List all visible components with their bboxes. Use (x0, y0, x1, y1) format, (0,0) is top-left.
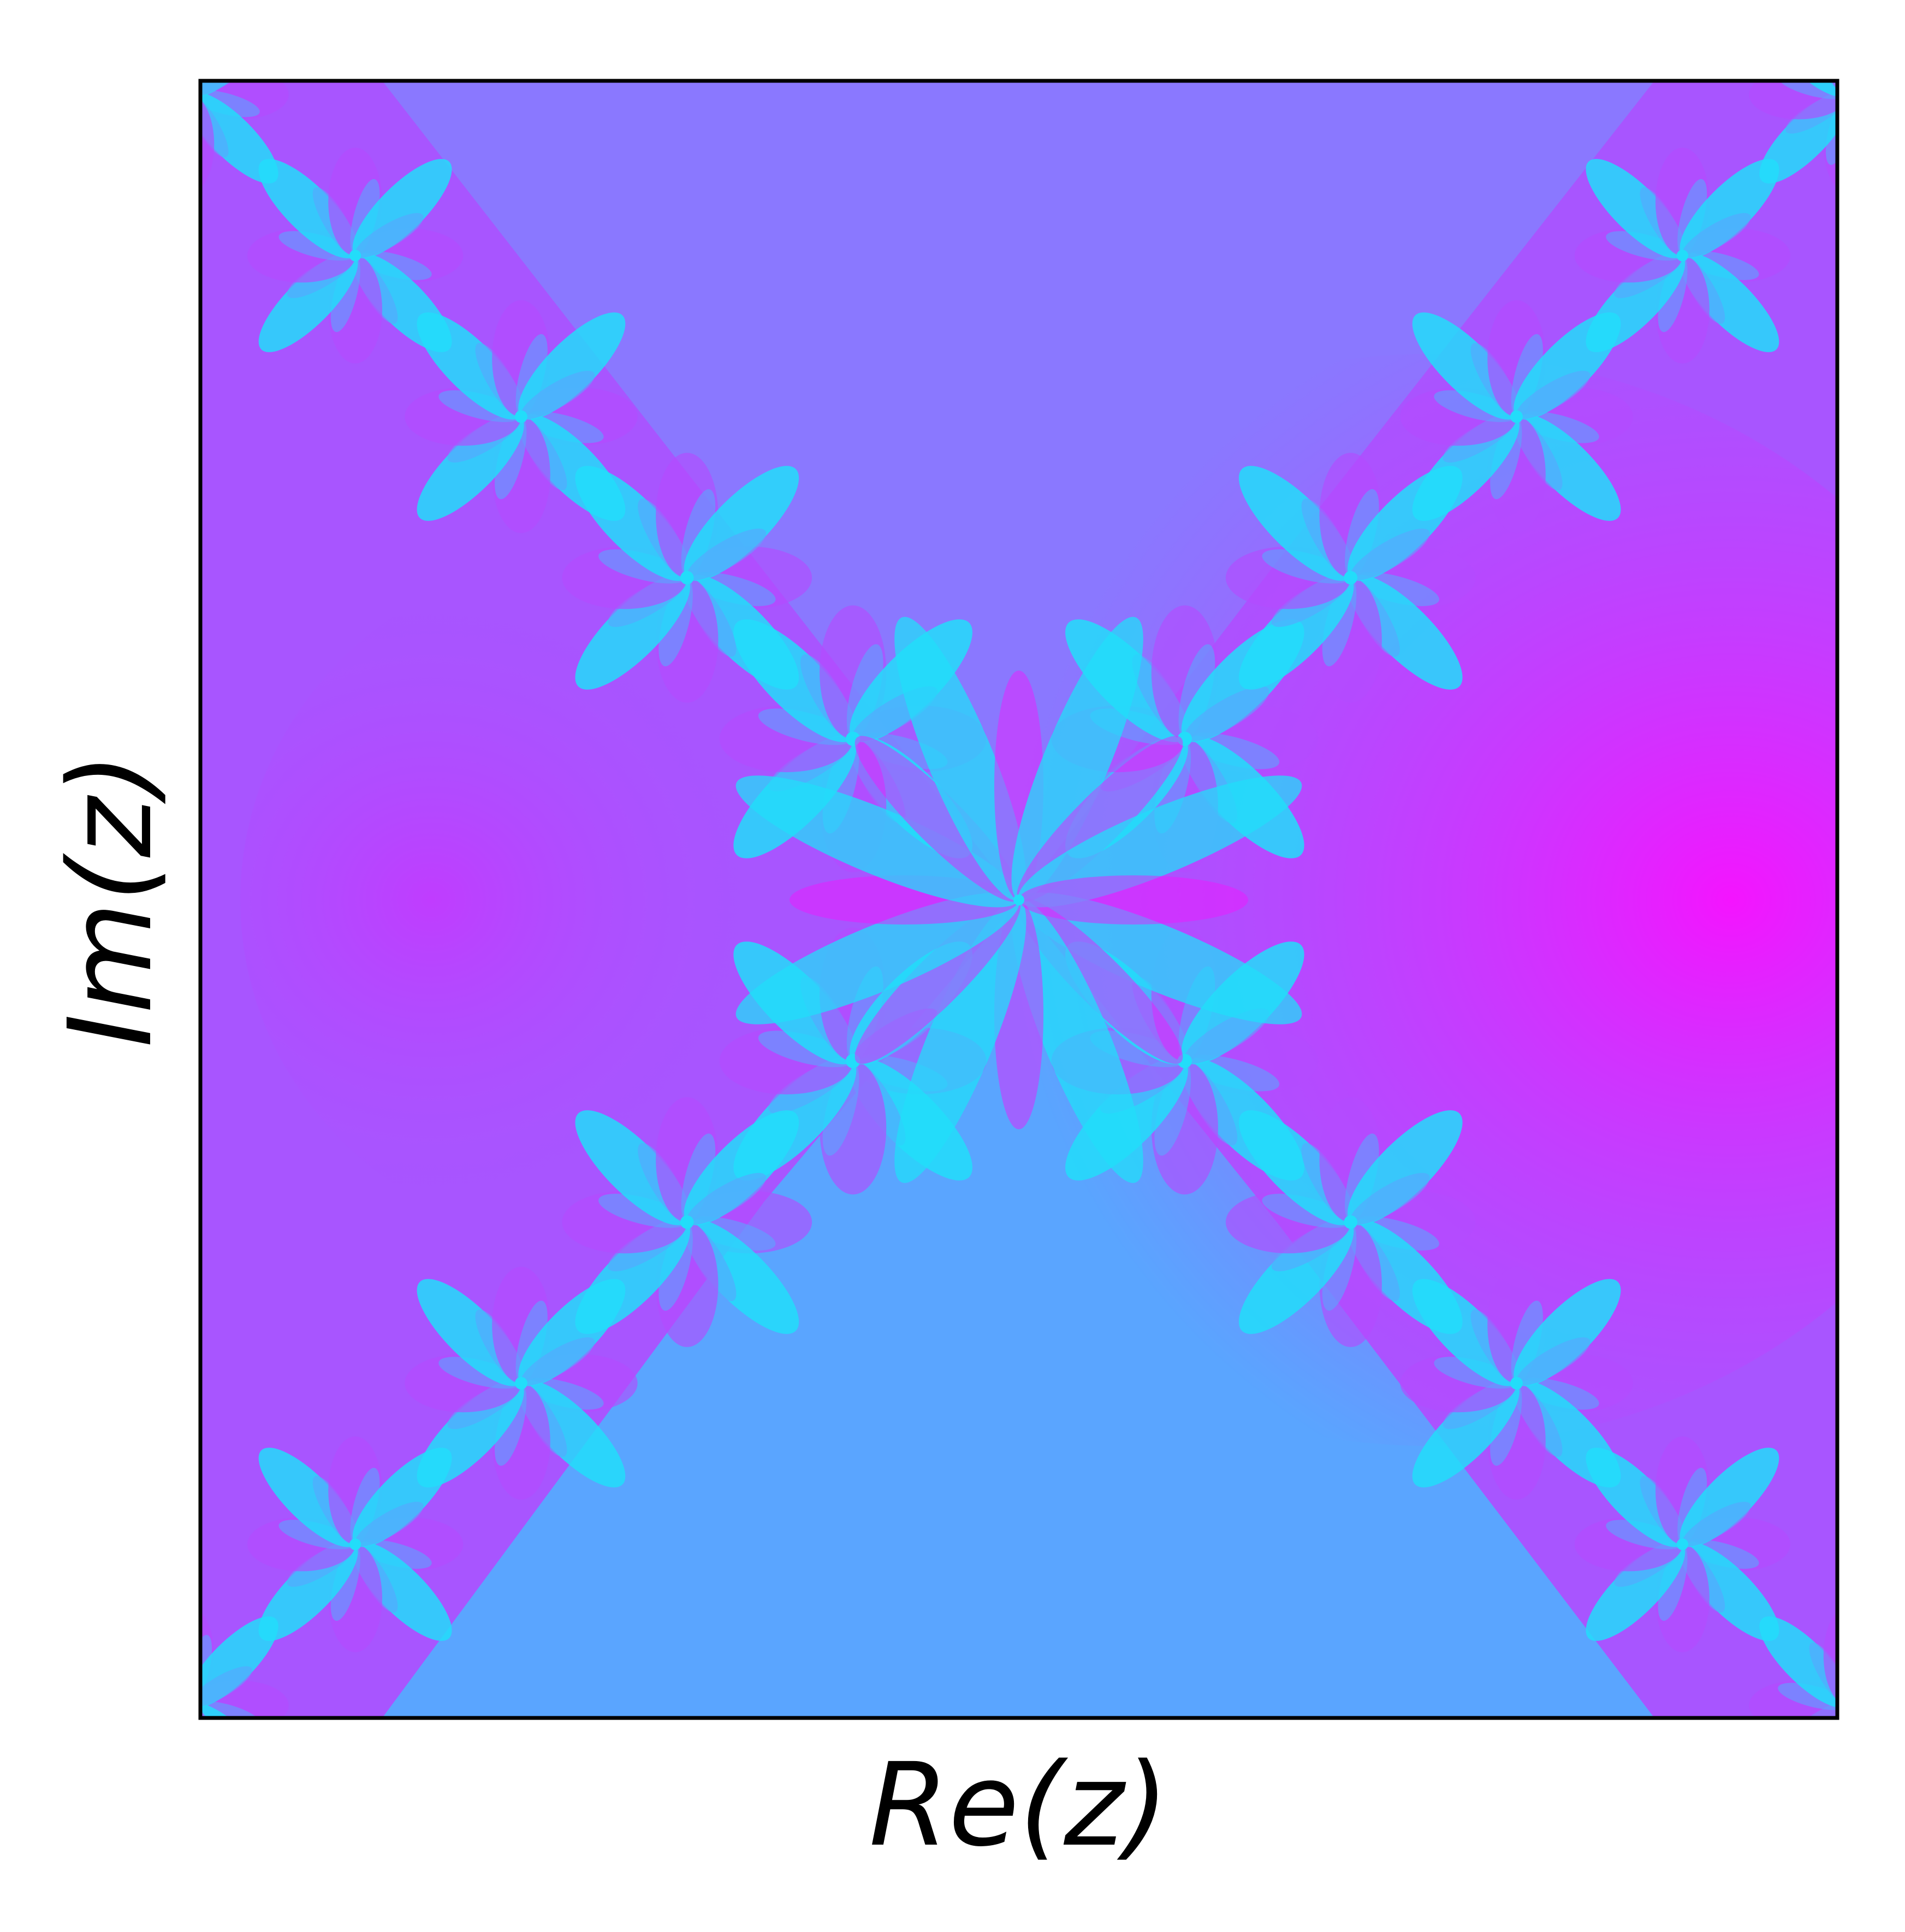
fractal-cluster-2-2-petal-inner (686, 1172, 767, 1225)
fractal-cluster-3-5-petal (1833, 1604, 1905, 1720)
fractal-cluster-2-5-petal-inner (122, 1696, 195, 1751)
fractal-cluster-3-5-center (1843, 1700, 1854, 1711)
center-ray (735, 892, 1020, 1024)
center-ray (1018, 892, 1302, 1024)
x-axis-label: Re(z) (869, 1738, 1168, 1872)
fractal-cluster-0-5-petal (88, 0, 204, 109)
center-ray (735, 775, 1020, 908)
fractal-cluster-1-5-petal-inner (1838, 21, 1877, 97)
fractal-cluster-3-5-petal (1823, 1705, 1837, 1718)
fractal-cluster-0-4-center (349, 250, 361, 262)
fractal-cluster-0-4-petal-inner (354, 213, 424, 258)
center-ray (1011, 617, 1143, 901)
fractal-bands (88, 0, 1905, 1807)
fractal-cluster-3-1-petal-inner (1184, 1008, 1269, 1064)
fractal-cluster-2-3-petal-inner (520, 1337, 595, 1386)
fractal-cluster-1-5-petal-inner (1825, 94, 1837, 165)
fractal-cluster-2-5-petal (88, 1691, 204, 1807)
center-ray-alt (1019, 875, 1248, 924)
fractal-cluster-1-2-center (1344, 571, 1358, 585)
heatmap-regions (88, 0, 1905, 1807)
fractal-cluster-3-2-center (1344, 1215, 1358, 1229)
fractal-cluster-3-2-petal-inner (1350, 1172, 1430, 1225)
fractal-cluster-2-2-center (680, 1215, 694, 1229)
fractal-cluster-1-5-petal-inner (1839, 89, 1895, 162)
fractal-cluster-1-2-petal-inner (1350, 528, 1430, 580)
heatmap-region-bottom (382, 900, 1654, 1718)
fractal-cluster-2-1-center (845, 1053, 860, 1069)
fractal-cluster-0-5-petal-inner (161, 92, 199, 167)
fractal-cluster-1-1-petal-inner (1184, 686, 1269, 742)
center-ray (1018, 775, 1302, 908)
fractal-cluster-2-5-petal-inner (116, 1677, 192, 1715)
fractal-cluster-1-1-center (1177, 731, 1192, 746)
fractal-cluster-1-3-petal-inner (1516, 371, 1591, 419)
fractal-cluster-0-5-petal (90, 70, 189, 120)
fractal-cluster-3-5-petal (1848, 1681, 1905, 1730)
fractal-cluster-0-3-petal-inner (520, 371, 595, 419)
fractal-cluster-2-5-petal (88, 1604, 204, 1720)
fractal-cluster-1-5-petal (1833, 80, 1905, 196)
fractal-cluster-0-1-center (845, 731, 860, 746)
fractal-cluster-1-5-petal-inner (1843, 49, 1905, 104)
fractal-cluster-0-5-petal (200, 94, 215, 194)
fractal-cluster-1-5-petal (1848, 70, 1905, 120)
center-ray (894, 617, 1026, 901)
fractal-cluster-3-5-petal-inner (1839, 1700, 1895, 1773)
fractal-cluster-3-3-center (1510, 1377, 1523, 1390)
fractal-cluster-1-5-petal-inner (1845, 84, 1905, 122)
fractal-cluster-1-5-petal (1833, 0, 1905, 109)
y-axis-label: Im(z) (44, 752, 177, 1048)
fractal-cluster-2-5-center (184, 1700, 195, 1711)
fractal-cluster-0-5-petal-inner (200, 81, 252, 97)
fractal-cluster-2-5-petal-inner (161, 1703, 199, 1778)
fractal-cluster-1-4-center (1676, 250, 1689, 262)
fractal-cluster-3-4-petal-inner (1682, 1502, 1751, 1547)
fractal-cluster-0-5-center (184, 89, 195, 100)
fractal-cluster-1-5-center (1843, 89, 1854, 100)
fractal-cluster-1-3-center (1510, 410, 1523, 423)
fractal-cluster-3-1-center (1177, 1053, 1192, 1069)
fractal-cluster-2-4-center (349, 1538, 361, 1550)
fractal-cluster-2-1-petal-inner (852, 1008, 937, 1064)
fractal-cluster-0-5-petal-inner (143, 27, 198, 100)
fractal-cluster-3-5-petal-inner (1845, 1695, 1905, 1733)
fractal-cluster-1-4-petal-inner (1682, 213, 1751, 258)
fractal-cluster-3-4-center (1676, 1538, 1689, 1550)
fractal-cluster-3-5-petal (1833, 1691, 1905, 1807)
fractal-cluster-0-3-center (514, 410, 527, 423)
fractal-cluster-2-3-center (514, 1377, 527, 1390)
fractal-cluster-2-5-petal-inner (200, 1666, 252, 1708)
fractal-cluster-2-5-petal-inner (143, 1638, 198, 1711)
fractal-cluster-2-5-petal (90, 1681, 189, 1730)
plot-frame (198, 79, 1839, 1720)
fractal-cluster-3-3-petal-inner (1516, 1337, 1591, 1386)
fractal-cluster-0-2-petal-inner (686, 528, 767, 580)
fractal-cluster-3-5-petal-inner (1838, 1632, 1877, 1708)
fractal-cluster-0-2-center (680, 571, 694, 585)
center-ray (894, 899, 1026, 1183)
center-ray (1011, 899, 1143, 1183)
fractal-cluster-2-5-petal-inner (200, 1634, 212, 1706)
fractal-cluster-2-4-petal-inner (354, 1502, 424, 1547)
fractal-cluster-0-5-petal (88, 80, 204, 196)
heatmap-region-top (382, 81, 1654, 900)
fractal-cluster-3-5-petal (1823, 1606, 1837, 1705)
fractal-cluster-2-5-petal (200, 1705, 215, 1718)
fractal-cluster-0-5-petal-inner (116, 66, 192, 104)
heatmap-plot-area (88, 0, 1905, 1807)
center-point (1013, 894, 1024, 905)
fractal-cluster-3-5-petal-inner (1843, 1660, 1905, 1715)
fractal-cluster-0-5-petal-inner (122, 85, 195, 140)
